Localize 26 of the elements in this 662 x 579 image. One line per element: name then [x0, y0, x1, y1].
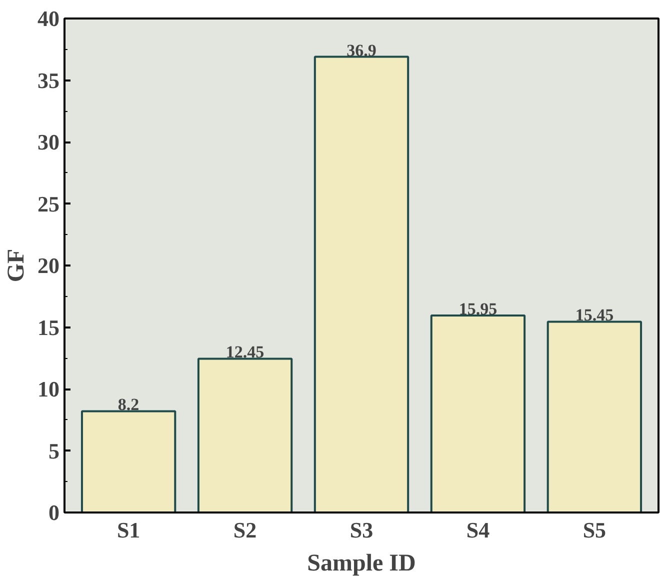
x-tick-label: S3 — [350, 518, 374, 542]
bar — [197, 358, 293, 512]
x-tick-label: S5 — [582, 518, 606, 542]
data-label: 12.45 — [226, 342, 264, 362]
x-tick-label: S2 — [233, 518, 257, 542]
y-tick-label: 20 — [38, 253, 60, 278]
y-tick-label: 25 — [38, 191, 60, 216]
data-label: 8.2 — [118, 395, 140, 414]
bar — [430, 314, 526, 512]
x-tick-label: S1 — [116, 518, 140, 542]
y-tick-label: 0 — [48, 500, 60, 525]
y-tick-label: 15 — [38, 314, 60, 340]
bar — [546, 320, 642, 512]
bar — [314, 56, 410, 512]
data-label: 15.95 — [458, 300, 498, 319]
data-label: 15.45 — [575, 306, 614, 325]
x-axis-title: Sample ID — [307, 550, 416, 576]
x-tick-label: S4 — [466, 518, 490, 542]
y-tick-label: 10 — [38, 376, 60, 402]
y-tick-label: 5 — [48, 438, 60, 464]
bar — [80, 410, 176, 512]
y-tick-label: 40 — [38, 6, 60, 31]
y-tick-label: 30 — [38, 130, 60, 154]
y-tick-label: 35 — [38, 68, 60, 93]
y-axis-title: GF — [4, 248, 30, 282]
data-label: 36.9 — [346, 40, 376, 60]
